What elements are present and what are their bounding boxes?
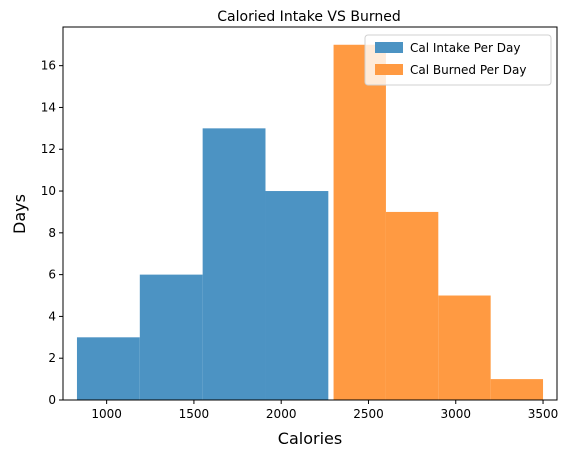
y-tick-label: 6: [48, 268, 56, 282]
bar-burned-0: [333, 44, 386, 401]
y-tick-label: 0: [48, 393, 56, 407]
legend-box: [364, 34, 552, 86]
y-axis-title: Days: [10, 194, 29, 234]
x-tick-label: 1500: [179, 407, 210, 421]
legend-label-intake: Cal Intake Per Day: [410, 41, 520, 55]
bar-intake-0: [76, 337, 140, 400]
x-tick-label: 2000: [266, 407, 297, 421]
bars-layer: [76, 44, 544, 401]
y-tick-label: 16: [41, 59, 56, 73]
bar-intake-3: [265, 191, 329, 400]
x-tick-label: 1000: [91, 407, 122, 421]
x-tick-label: 2500: [353, 407, 384, 421]
y-tick-label: 14: [41, 100, 56, 114]
x-tick-label: 3500: [528, 407, 559, 421]
x-tick-label: 3000: [440, 407, 471, 421]
x-axis-title: Calories: [278, 429, 342, 448]
axes-frame: [62, 26, 558, 401]
bar-burned-3: [490, 379, 544, 400]
y-tick-label: 10: [41, 184, 56, 198]
x-axis-ticks: 1000 1500 2000 2500 3000 3500: [91, 400, 558, 421]
y-tick-label: 4: [48, 309, 56, 323]
y-tick-label: 2: [48, 351, 56, 365]
legend-swatch-intake: [375, 42, 403, 53]
y-tick-label: 12: [41, 142, 56, 156]
bar-intake-1: [139, 274, 203, 400]
legend-swatch-burned: [375, 64, 403, 75]
legend: Cal Intake Per Day Cal Burned Per Day: [364, 34, 552, 86]
y-axis-ticks: 0 2 4 6 8 10 12 14 16: [41, 59, 63, 407]
legend-label-burned: Cal Burned Per Day: [410, 63, 527, 77]
bar-intake-2: [202, 128, 266, 400]
bar-burned-1: [385, 211, 439, 400]
bar-burned-2: [438, 295, 491, 400]
y-tick-label: 8: [48, 226, 56, 240]
chart-title: Caloried Intake VS Burned: [217, 9, 400, 25]
